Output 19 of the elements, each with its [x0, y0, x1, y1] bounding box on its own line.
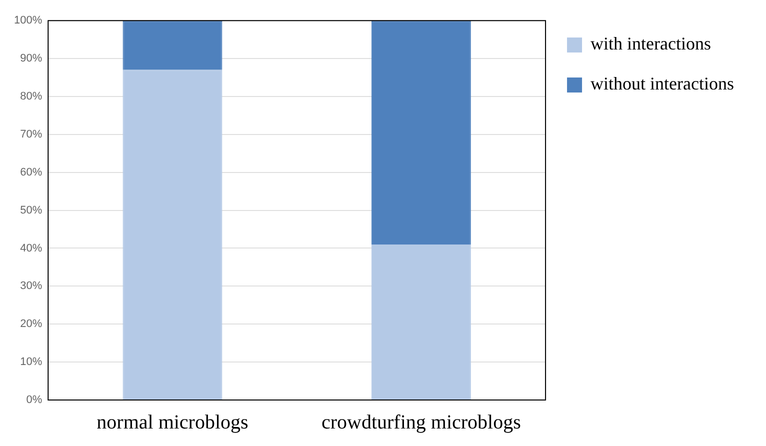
- bar: [371, 20, 471, 244]
- y-tick-label: 30%: [20, 280, 42, 292]
- y-tick-label: 40%: [20, 242, 42, 254]
- y-tick-label: 0%: [26, 394, 42, 406]
- y-tick-label: 50%: [20, 204, 42, 216]
- y-tick-label: 20%: [20, 318, 42, 330]
- y-tick-label: 90%: [20, 52, 42, 65]
- legend-label: without interactions: [590, 74, 734, 94]
- bar: [371, 244, 471, 400]
- bar: [122, 70, 222, 400]
- bar: [122, 20, 222, 70]
- y-tick-label: 100%: [14, 14, 42, 27]
- y-tick-label: 80%: [20, 90, 42, 103]
- y-tick-label: 10%: [20, 356, 42, 368]
- x-tick-label: normal microblogs: [96, 411, 249, 434]
- legend-label: with interactions: [590, 34, 712, 54]
- x-tick-label: crowdturfing microblogs: [321, 411, 522, 434]
- y-tick-label: 70%: [20, 128, 42, 140]
- y-tick-label: 60%: [20, 166, 42, 178]
